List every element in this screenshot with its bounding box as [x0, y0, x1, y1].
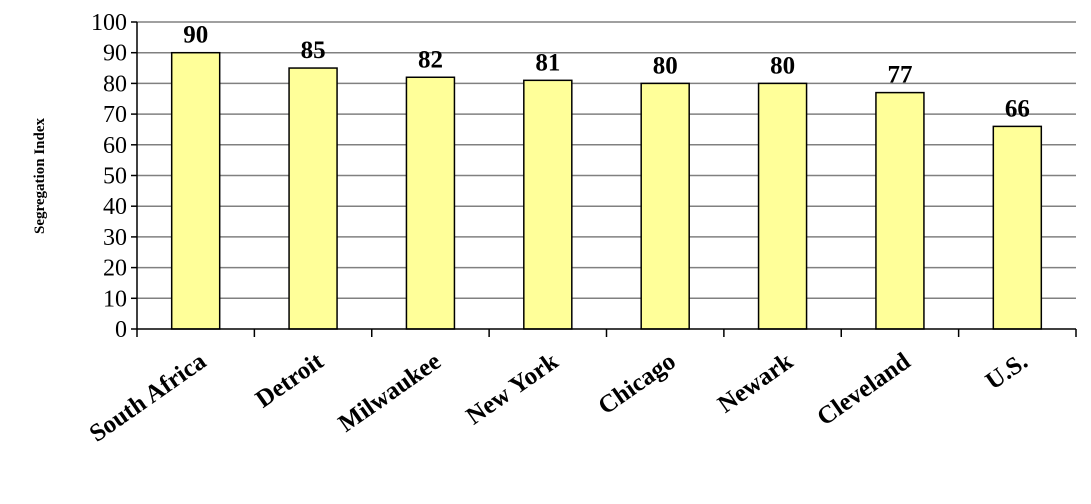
x-tick-label-new-york: New York	[462, 348, 564, 431]
bars	[170, 51, 1043, 330]
x-tick-labels: South Africa Detroit Milwaukee New York Chic…	[85, 347, 1033, 447]
bar-u-s	[992, 125, 1043, 330]
y-tick-label: 20	[103, 256, 127, 282]
data-label-detroit: 85	[301, 37, 326, 64]
bar-detroit	[288, 67, 338, 330]
y-tick-label: 40	[103, 194, 127, 220]
y-tick-labels: 0 10 20 30 40 50 60 70 80 90 100	[91, 10, 127, 343]
y-tick-label: 30	[103, 225, 127, 251]
gridlines	[137, 21, 1076, 300]
bar-chicago	[640, 82, 690, 330]
data-label-chicago: 80	[653, 52, 678, 79]
data-label-new-york: 81	[535, 49, 560, 76]
x-tick-label-south-africa: South Africa	[85, 348, 212, 448]
data-labels: 90 85 82 81 80 80 77 66	[183, 22, 1030, 123]
bar-cleveland	[875, 91, 925, 330]
axes	[131, 21, 1077, 337]
data-label-milwaukee: 82	[418, 46, 443, 73]
bar-newark	[757, 82, 808, 330]
y-tick-label: 10	[103, 286, 127, 312]
y-tick-label: 50	[103, 164, 127, 190]
x-tick-label-detroit: Detroit	[251, 347, 329, 413]
data-label-newark: 80	[770, 52, 795, 79]
x-tick-label-cleveland: Cleveland	[812, 348, 915, 432]
y-tick-label: 0	[115, 317, 127, 343]
bar-new-york	[523, 79, 573, 330]
y-tick-label: 80	[103, 71, 127, 97]
x-tick-label-newark: Newark	[713, 348, 798, 419]
y-tick-label: 100	[91, 10, 127, 36]
x-tick-label-chicago: Chicago	[593, 348, 680, 420]
data-label-cleveland: 77	[887, 62, 912, 89]
bar-south-africa	[170, 51, 221, 330]
data-label-u-s: 66	[1005, 95, 1030, 122]
x-tick-label-u-s: U.S.	[981, 348, 1033, 396]
x-tick-label-milwaukee: Milwaukee	[334, 348, 446, 438]
y-tick-label: 90	[103, 41, 127, 67]
y-tick-label: 70	[103, 102, 127, 128]
y-axis-title: Segregation Index	[32, 118, 48, 234]
y-tick-label: 60	[103, 133, 127, 159]
bar-milwaukee	[405, 76, 456, 330]
data-label-south-africa: 90	[183, 22, 208, 49]
